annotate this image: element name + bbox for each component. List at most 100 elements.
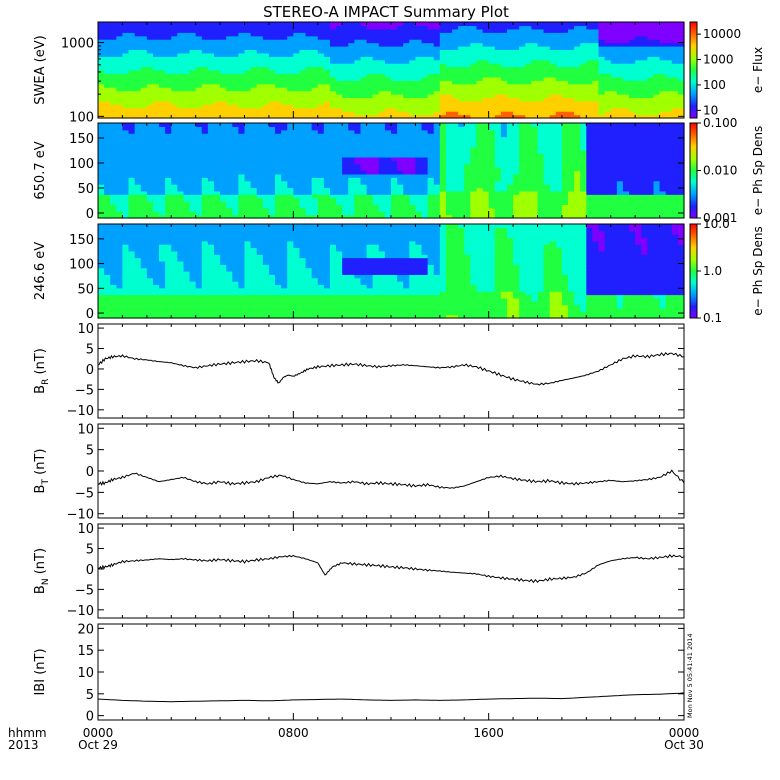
spectrogram-cell — [592, 104, 600, 109]
spectrogram-cell — [366, 39, 374, 44]
spectrogram-cell — [152, 107, 160, 112]
spectrogram-cell — [568, 42, 575, 47]
spectrogram-cell — [293, 76, 301, 81]
spectrogram-cell — [360, 180, 368, 185]
spectrogram-cell — [360, 167, 368, 172]
spectrogram-cell — [311, 204, 319, 209]
spectrogram-cell — [464, 76, 471, 81]
spectrogram-cell — [250, 201, 258, 206]
spectrogram-cell — [165, 73, 172, 78]
spectrogram-cell — [189, 143, 197, 148]
spectrogram-cell — [513, 180, 520, 185]
spectrogram-cell — [305, 211, 313, 216]
spectrogram-cell — [427, 190, 435, 195]
spectrogram-cell — [287, 80, 294, 85]
spectrogram-cell — [140, 167, 148, 172]
spectrogram-cell — [629, 100, 636, 105]
spectrogram-cell — [677, 104, 685, 109]
spectrogram-cell — [201, 94, 209, 99]
spectrogram-cell — [336, 126, 343, 131]
spectrogram-cell — [177, 97, 185, 102]
spectrogram-cell — [342, 100, 349, 105]
spectrogram-cell — [500, 156, 508, 161]
spectrogram-cell — [207, 52, 215, 57]
spectrogram-cell — [238, 139, 246, 144]
spectrogram-cell — [641, 39, 648, 44]
spectrogram-cell — [378, 180, 386, 185]
spectrogram-cell — [476, 56, 484, 61]
spectrogram-cell — [415, 184, 423, 189]
spectrogram-cell — [470, 35, 478, 40]
spectrogram-cell — [409, 73, 417, 78]
spectrogram-cell — [531, 194, 539, 199]
spectrogram-cell — [403, 59, 410, 64]
spectrogram-cell — [262, 197, 270, 202]
spectrogram-cell — [647, 35, 655, 40]
spectrogram-cell — [238, 73, 246, 78]
spectrogram-cell — [506, 70, 514, 75]
spectrogram-cell — [543, 146, 551, 151]
spectrogram-cell — [616, 83, 624, 88]
spectrogram-cell — [323, 129, 331, 134]
spectrogram-cell — [287, 126, 294, 131]
spectrogram-cell — [256, 201, 264, 206]
spectrogram-cell — [268, 104, 276, 109]
spectrogram-cell — [311, 104, 319, 109]
spectrogram-cell — [464, 197, 471, 202]
spectrogram-cell — [238, 66, 246, 71]
spectrogram-cell — [140, 156, 148, 161]
spectrogram-cell — [305, 163, 313, 168]
spectrogram-cell — [323, 39, 331, 44]
spectrogram-cell — [140, 197, 148, 202]
spectrogram-cell — [421, 35, 429, 40]
spectrogram-cell — [580, 136, 587, 141]
spectrogram-cell — [299, 153, 307, 158]
spectrogram-cell — [116, 207, 124, 212]
spectrogram-cell — [592, 160, 600, 165]
spectrogram-cell — [262, 59, 270, 64]
spectrogram-cell — [171, 111, 178, 116]
spectrogram-cell — [323, 160, 331, 165]
spectrogram-cell — [122, 150, 130, 155]
spectrogram-cell — [458, 184, 465, 189]
spectrogram-cell — [464, 35, 471, 40]
spectrogram-cell — [287, 146, 294, 151]
spectrogram-cell — [659, 59, 667, 64]
spectrogram-cell — [384, 204, 392, 209]
spectrogram-cell — [445, 35, 453, 40]
spectrogram-cell — [348, 173, 355, 178]
spectrogram-cell — [568, 194, 575, 199]
spectrogram-cell — [128, 42, 136, 47]
spectrogram-cell — [207, 170, 215, 175]
spectrogram-cell — [146, 190, 154, 195]
spectrogram-cell — [232, 97, 239, 102]
spectrogram-cell — [458, 126, 465, 131]
spectrogram-cell — [256, 153, 264, 158]
spectrogram-cell — [323, 70, 331, 75]
spectrogram-cell — [134, 73, 142, 78]
spectrogram-cell — [293, 173, 301, 178]
spectrogram-cell — [421, 52, 429, 57]
spectrogram-cell — [433, 59, 441, 64]
spectrogram-cell — [342, 80, 349, 85]
spectrogram-cell — [537, 107, 545, 112]
spectrogram-cell — [537, 190, 545, 195]
spectrogram-cell — [433, 97, 441, 102]
spectrogram-cell — [189, 194, 197, 199]
spectrogram-cell — [537, 187, 545, 192]
spectrogram-cell — [122, 136, 130, 141]
spectrogram-cell — [439, 190, 447, 195]
spectrogram-cell — [213, 123, 221, 127]
spectrogram-cell — [500, 194, 508, 199]
spectrogram-cell — [98, 73, 105, 78]
spectrogram-cell — [213, 177, 221, 182]
spectrogram-cell — [226, 180, 233, 185]
spectrogram-cell — [323, 104, 331, 109]
spectrogram-cell — [256, 28, 264, 33]
spectrogram-cell — [98, 52, 105, 57]
spectrogram-cell — [256, 160, 264, 165]
spectrogram-cell — [220, 187, 227, 192]
spectrogram-cell — [543, 139, 551, 144]
spectrogram-cell — [543, 114, 551, 119]
spectrogram-cell — [268, 56, 276, 61]
